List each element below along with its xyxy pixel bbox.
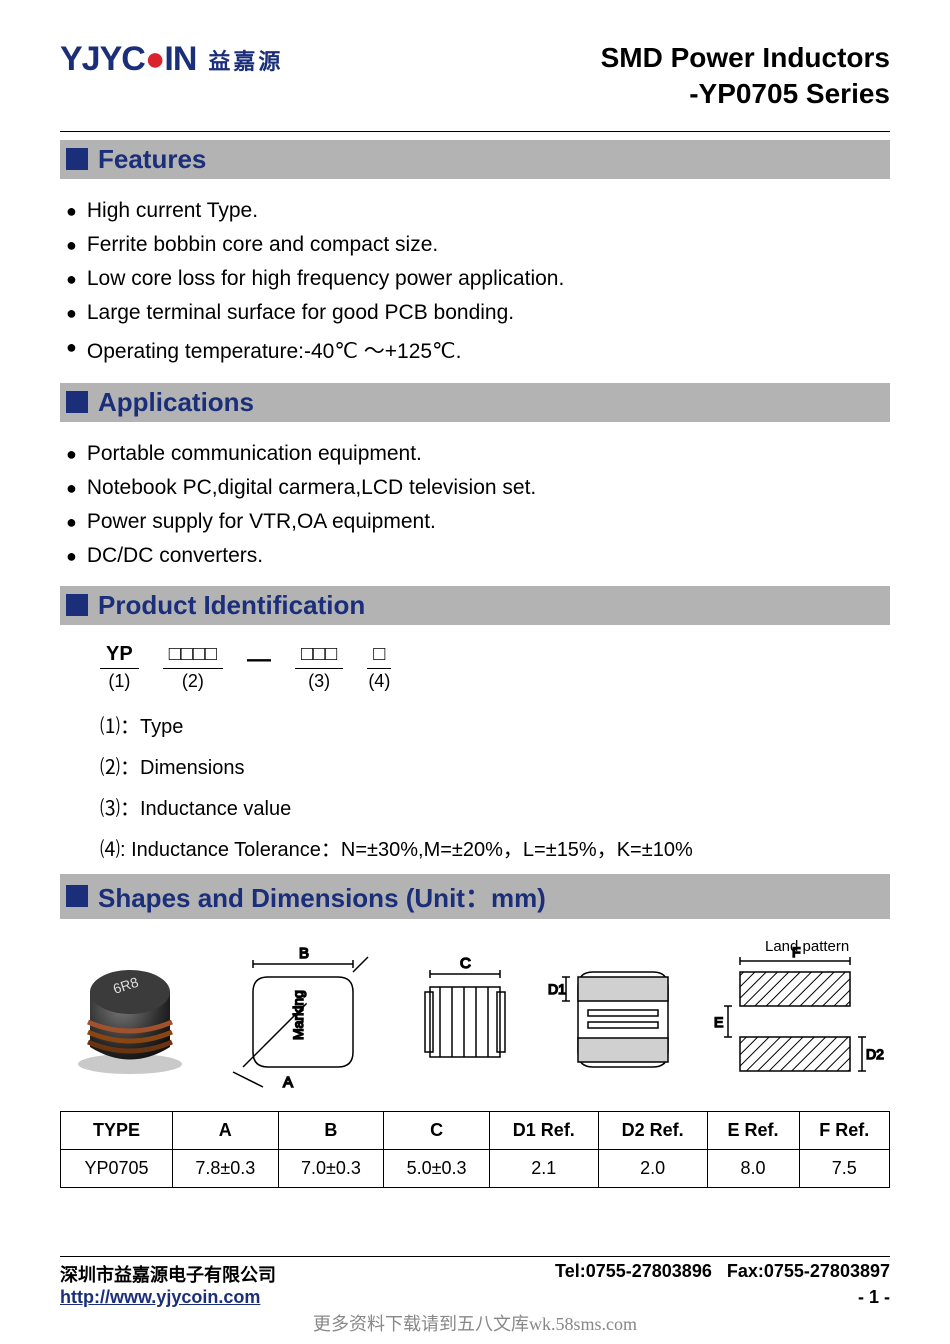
col-d1: D1 Ref.: [489, 1111, 598, 1149]
top-view-diagram: Marking B A: [223, 942, 383, 1092]
svg-text:F: F: [792, 944, 801, 960]
section-marker-icon: [66, 594, 88, 616]
logo-text-1: YJYC: [60, 40, 145, 78]
title-line-1: SMD Power Inductors: [601, 40, 890, 76]
bottom-view-diagram: D1: [548, 942, 688, 1092]
svg-text:C: C: [460, 955, 471, 972]
legend-item: ⑶：Inductance value: [100, 792, 890, 821]
list-item: DC/DC converters.: [66, 544, 886, 568]
page-header: YJYC●IN 益嘉源 SMD Power Inductors -YP0705 …: [60, 40, 890, 113]
footer-contact: Tel:0755-27803896 Fax:0755-27803897: [555, 1261, 890, 1287]
pid-part-2: □□□□ (2): [163, 643, 223, 692]
list-item: Notebook PC,digital carmera,LCD televisi…: [66, 476, 886, 500]
logo-cn: 益嘉源: [208, 44, 283, 76]
section-title-features: Features: [98, 144, 206, 175]
applications-list: Portable communication equipment. Notebo…: [60, 422, 890, 582]
footer-company: 深圳市益嘉源电子有限公司: [60, 1261, 276, 1287]
section-title-product-id: Product Identification: [98, 590, 365, 621]
pid-part-3: □□□ (3): [295, 643, 343, 692]
col-c: C: [384, 1111, 490, 1149]
product-id-diagram: YP (1) □□□□ (2) — □□□ (3) □ (4): [100, 643, 890, 692]
pid-part-4: □ (4): [367, 643, 391, 692]
legend-item: ⑷: Inductance Tolerance：N=±30%,M=±20%，L=…: [100, 833, 890, 862]
section-header-applications: Applications: [60, 383, 890, 422]
section-header-features: Features: [60, 140, 890, 179]
list-item: Ferrite bobbin core and compact size.: [66, 233, 886, 257]
page-footer: 深圳市益嘉源电子有限公司 Tel:0755-27803896 Fax:0755-…: [60, 1256, 890, 1308]
svg-text:Land pattern: Land pattern: [765, 938, 849, 955]
features-list: High current Type. Ferrite bobbin core a…: [60, 179, 890, 379]
list-item: Low core loss for high frequency power a…: [66, 267, 886, 291]
col-e: E Ref.: [707, 1111, 799, 1149]
table-header-row: TYPE A B C D1 Ref. D2 Ref. E Ref. F Ref.: [61, 1111, 890, 1149]
footer-url-link[interactable]: http://www.yjycoin.com: [60, 1287, 260, 1308]
shapes-diagrams: 6R8 Marking B A C: [60, 937, 890, 1097]
logo-accent: ●: [145, 40, 165, 79]
section-title-shapes: Shapes and Dimensions (Unit：mm): [98, 878, 546, 915]
col-b: B: [278, 1111, 384, 1149]
section-header-shapes: Shapes and Dimensions (Unit：mm): [60, 874, 890, 919]
svg-text:D1: D1: [548, 981, 566, 997]
land-pattern-diagram: Land pattern F E D2: [710, 937, 890, 1097]
legend-item: ⑴：Type: [100, 710, 890, 739]
svg-text:E: E: [714, 1014, 723, 1030]
company-logo: YJYC●IN 益嘉源: [60, 40, 283, 79]
product-id-legend: ⑴：Type ⑵：Dimensions ⑶：Inductance value ⑷…: [100, 710, 890, 862]
legend-item: ⑵：Dimensions: [100, 751, 890, 780]
header-rule: [60, 131, 890, 132]
section-marker-icon: [66, 885, 88, 907]
svg-text:A: A: [283, 1074, 293, 1091]
logo-text-2: IN: [164, 40, 196, 78]
inductor-photo-icon: 6R8: [60, 952, 200, 1082]
document-title: SMD Power Inductors -YP0705 Series: [601, 40, 890, 113]
svg-text:Marking: Marking: [290, 990, 306, 1040]
col-f: F Ref.: [799, 1111, 889, 1149]
pid-dash: —: [247, 646, 271, 692]
dimensions-table: TYPE A B C D1 Ref. D2 Ref. E Ref. F Ref.…: [60, 1111, 890, 1188]
title-line-2: -YP0705 Series: [601, 76, 890, 112]
section-header-product-id: Product Identification: [60, 586, 890, 625]
watermark-text: 更多资料下载请到五八文库wk.58sms.com: [0, 1310, 950, 1336]
section-marker-icon: [66, 391, 88, 413]
page-number: - 1 -: [858, 1287, 890, 1308]
svg-text:D2: D2: [866, 1046, 884, 1062]
col-a: A: [172, 1111, 278, 1149]
svg-text:B: B: [299, 945, 309, 962]
section-marker-icon: [66, 148, 88, 170]
list-item: Large terminal surface for good PCB bond…: [66, 301, 886, 325]
list-item: Power supply for VTR,OA equipment.: [66, 510, 886, 534]
col-d2: D2 Ref.: [598, 1111, 707, 1149]
col-type: TYPE: [61, 1111, 173, 1149]
list-item: High current Type.: [66, 199, 886, 223]
pid-part-1: YP (1): [100, 643, 139, 692]
table-row: YP0705 7.8±0.3 7.0±0.3 5.0±0.3 2.1 2.0 8…: [61, 1149, 890, 1187]
side-view-diagram: C: [405, 942, 525, 1092]
list-item: Operating temperature:-40℃ ～+125℃.: [66, 335, 886, 365]
section-title-applications: Applications: [98, 387, 254, 418]
list-item: Portable communication equipment.: [66, 442, 886, 466]
